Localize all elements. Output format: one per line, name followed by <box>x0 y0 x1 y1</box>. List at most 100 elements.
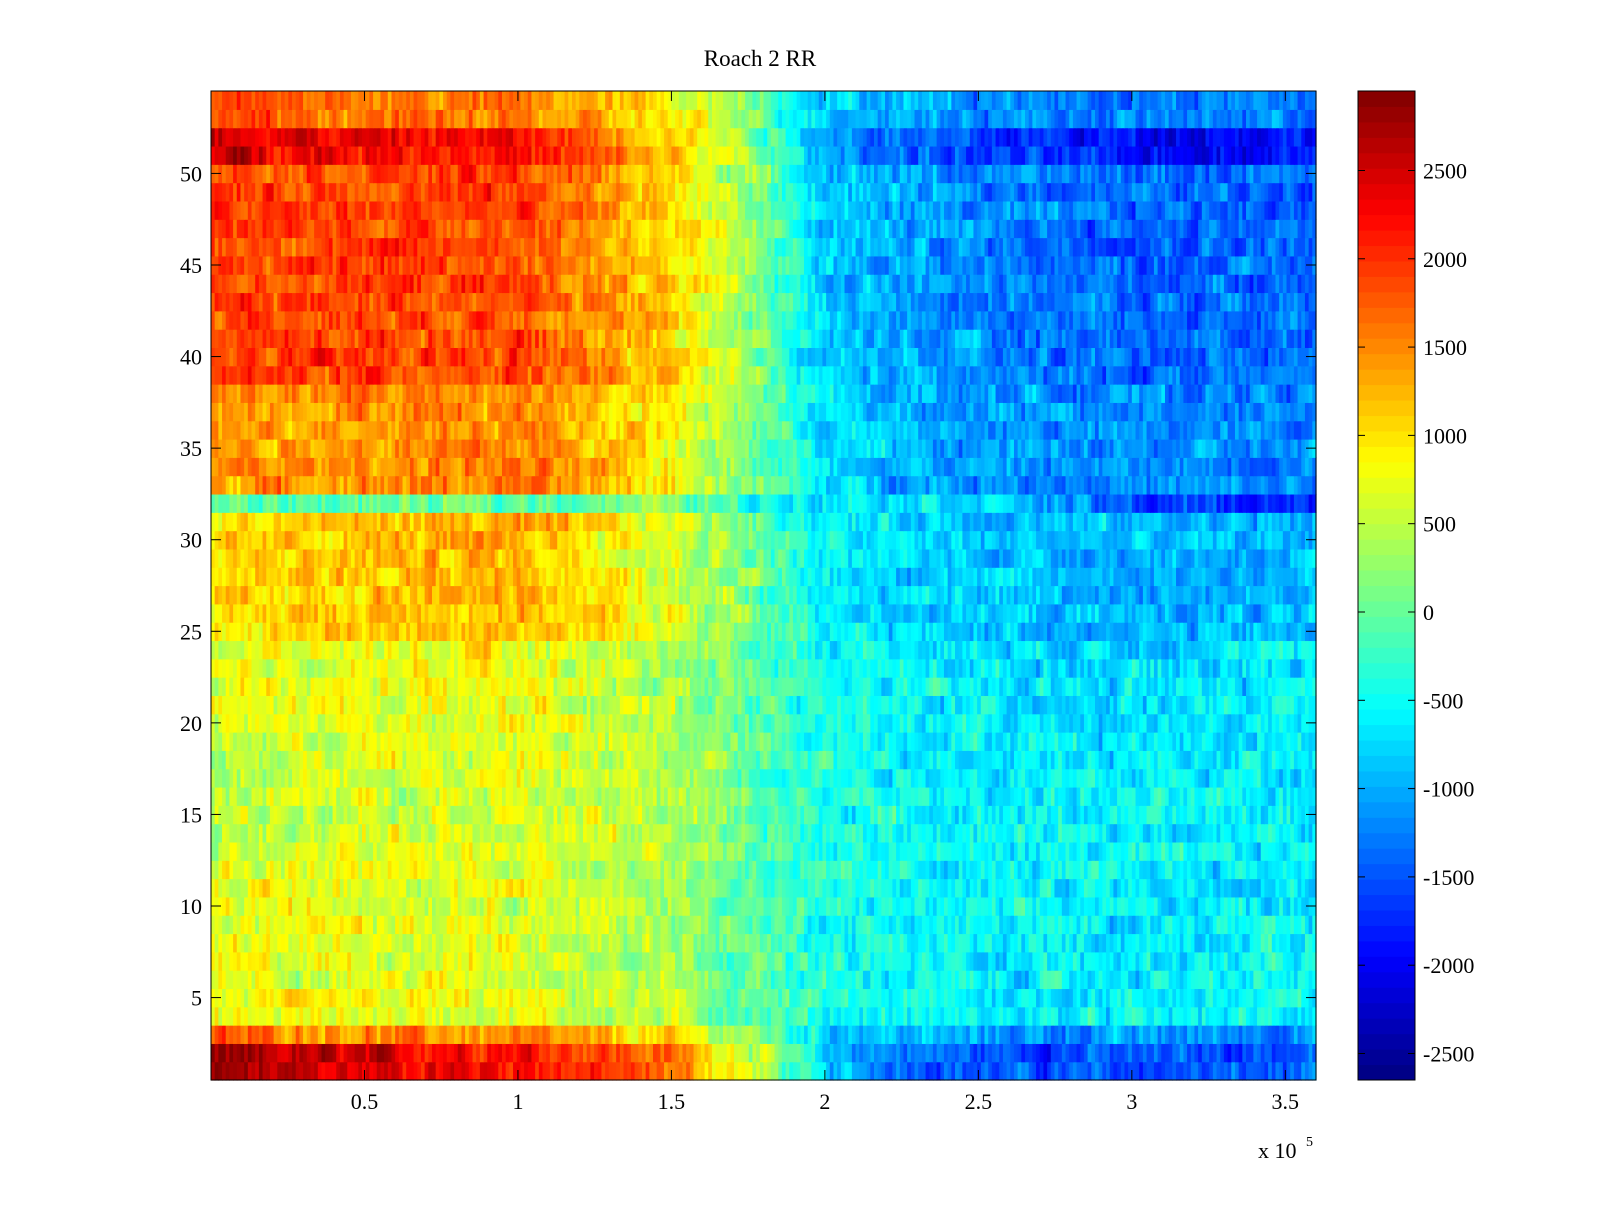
heatmap-cell <box>218 1043 223 1063</box>
heatmap-cell <box>1087 805 1092 825</box>
heatmap-cell <box>597 915 603 935</box>
heatmap-cell <box>1128 1025 1133 1044</box>
heatmap-cell <box>277 841 282 861</box>
heatmap-cell <box>1139 970 1144 990</box>
heatmap-cell <box>225 1043 231 1063</box>
heatmap-cell <box>1128 841 1133 861</box>
heatmap-cell <box>465 1061 470 1081</box>
heatmap-cell <box>244 970 249 990</box>
heatmap-cell <box>792 915 798 935</box>
heatmap-cell <box>314 786 319 806</box>
heatmap-cell <box>796 1025 801 1044</box>
heatmap-cell <box>774 896 779 916</box>
heatmap-cell <box>605 786 610 806</box>
heatmap-cell <box>269 841 275 861</box>
heatmap-cell <box>446 878 452 898</box>
heatmap-cell <box>921 896 927 916</box>
heatmap-cell <box>255 1006 260 1026</box>
heatmap-cell <box>494 933 499 953</box>
heatmap-cell <box>995 933 1000 953</box>
heatmap-cell <box>443 878 448 898</box>
heatmap-cell <box>619 1025 625 1044</box>
heatmap-cell <box>951 970 956 990</box>
heatmap-cell <box>251 1025 256 1044</box>
heatmap-cell <box>251 915 256 935</box>
heatmap-cell <box>1264 933 1269 953</box>
heatmap-cell <box>222 805 227 825</box>
heatmap-cell <box>1013 805 1019 825</box>
heatmap-cell <box>826 988 831 1008</box>
heatmap-cell <box>553 805 558 825</box>
heatmap-cell <box>266 1061 271 1081</box>
heatmap-cell <box>991 1061 997 1081</box>
heatmap-cell <box>627 841 632 861</box>
heatmap-cell <box>1065 970 1070 990</box>
heatmap-cell <box>1161 805 1166 825</box>
heatmap-cell <box>358 1025 363 1044</box>
heatmap-cell <box>1238 878 1243 898</box>
heatmap-cell <box>269 786 275 806</box>
heatmap-cell <box>468 805 474 825</box>
heatmap-cell <box>601 970 606 990</box>
heatmap-cell <box>903 896 908 916</box>
heatmap-cell <box>358 786 363 806</box>
heatmap-cell <box>295 786 300 806</box>
heatmap-cell <box>726 841 731 861</box>
heatmap-cell <box>730 1025 735 1044</box>
heatmap-cell <box>711 1006 717 1026</box>
heatmap-cell <box>417 1061 422 1081</box>
heatmap-cell <box>479 970 485 990</box>
heatmap-cell <box>726 951 731 971</box>
heatmap-cell <box>1025 860 1030 880</box>
heatmap-cell <box>778 1061 783 1081</box>
heatmap-cell <box>1025 786 1030 806</box>
heatmap-cell <box>907 933 912 953</box>
heatmap-cell <box>656 878 661 898</box>
heatmap-cell <box>1268 1043 1273 1063</box>
heatmap-cell <box>1179 786 1184 806</box>
heatmap-cell <box>306 951 312 971</box>
heatmap-cell <box>1135 823 1140 843</box>
heatmap-cell <box>373 933 378 953</box>
heatmap-cell <box>756 896 761 916</box>
heatmap-cell <box>332 988 337 1008</box>
heatmap-cell <box>785 951 790 971</box>
heatmap-cell <box>244 878 249 898</box>
heatmap-cell <box>1013 878 1019 898</box>
heatmap-cell <box>770 896 776 916</box>
heatmap-cell <box>343 878 348 898</box>
heatmap-cell <box>1209 1043 1214 1063</box>
heatmap-cell <box>980 841 986 861</box>
heatmap-cell <box>1102 970 1107 990</box>
heatmap-cell <box>1209 896 1214 916</box>
heatmap-cell <box>1253 860 1258 880</box>
heatmap-cell <box>874 933 879 953</box>
heatmap-cell <box>634 951 639 971</box>
heatmap-cell <box>608 878 614 898</box>
heatmap-cell <box>273 933 278 953</box>
heatmap-cell <box>1268 841 1273 861</box>
heatmap-cell <box>376 896 382 916</box>
heatmap-cell <box>804 841 809 861</box>
heatmap-cell <box>1172 1025 1177 1044</box>
heatmap-cell <box>409 786 415 806</box>
heatmap-cell <box>730 1006 735 1026</box>
heatmap-cell <box>877 841 882 861</box>
heatmap-cell <box>1264 805 1269 825</box>
heatmap-cell <box>781 988 787 1008</box>
heatmap-cell <box>1216 805 1221 825</box>
heatmap-cell <box>601 896 606 916</box>
heatmap-cell <box>295 933 300 953</box>
heatmap-cell <box>649 1025 654 1044</box>
heatmap-cell <box>1017 915 1022 935</box>
heatmap-cell <box>1054 878 1059 898</box>
heatmap-cell <box>505 1043 510 1063</box>
heatmap-cell <box>921 1006 927 1026</box>
heatmap-cell <box>490 823 496 843</box>
heatmap-cell <box>542 933 547 953</box>
heatmap-cell <box>1234 878 1240 898</box>
heatmap-cell <box>432 951 437 971</box>
heatmap-cell <box>586 823 591 843</box>
heatmap-cell <box>597 951 603 971</box>
heatmap-cell <box>1109 1061 1115 1081</box>
